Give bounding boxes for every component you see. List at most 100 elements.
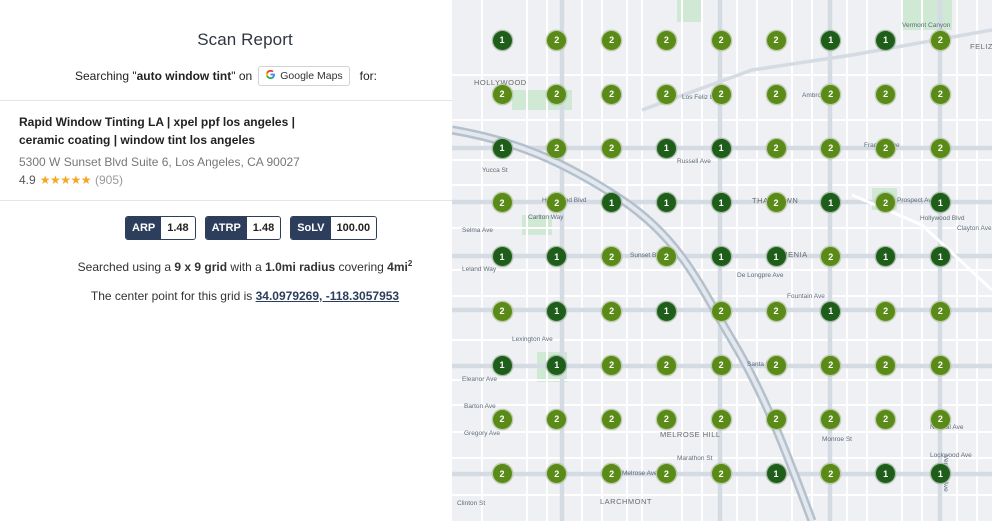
star-rating-icon: ★★★★★ bbox=[39, 173, 92, 187]
rank-pin-r7-c1[interactable]: 1 bbox=[491, 354, 513, 376]
rank-pin-r5-c7[interactable]: 2 bbox=[820, 246, 842, 268]
rank-pin-r4-c1[interactable]: 2 bbox=[491, 192, 513, 214]
rank-pin-r8-c9[interactable]: 2 bbox=[929, 408, 951, 430]
rank-pin-r2-c3[interactable]: 2 bbox=[601, 83, 623, 105]
rank-pin-r6-c2[interactable]: 1 bbox=[546, 300, 568, 322]
rank-pin-r7-c2[interactable]: 1 bbox=[546, 354, 568, 376]
label-leland: Leland Way bbox=[462, 266, 497, 273]
rank-pin-r4-c8[interactable]: 2 bbox=[875, 192, 897, 214]
rank-pin-r1-c8[interactable]: 1 bbox=[875, 29, 897, 51]
rank-pin-r6-c9[interactable]: 2 bbox=[929, 300, 951, 322]
rank-pin-r8-c1[interactable]: 2 bbox=[491, 408, 513, 430]
rank-pin-r4-c6[interactable]: 2 bbox=[765, 192, 787, 214]
rank-pin-r5-c5[interactable]: 1 bbox=[710, 246, 732, 268]
rank-pin-r2-c8[interactable]: 2 bbox=[875, 83, 897, 105]
center-coordinates-link[interactable]: 34.0979269, -118.3057953 bbox=[255, 289, 400, 303]
rank-pin-r6-c4[interactable]: 1 bbox=[655, 300, 677, 322]
rank-pin-r7-c4[interactable]: 2 bbox=[655, 354, 677, 376]
rank-pin-r6-c5[interactable]: 2 bbox=[710, 300, 732, 322]
rank-pin-r8-c7[interactable]: 2 bbox=[820, 408, 842, 430]
rank-pin-r7-c6[interactable]: 2 bbox=[765, 354, 787, 376]
area-hollywood: HOLLYWOOD bbox=[474, 78, 527, 87]
rank-pin-r7-c9[interactable]: 2 bbox=[929, 354, 951, 376]
rank-pin-r9-c7[interactable]: 2 bbox=[820, 463, 842, 485]
rank-pin-r3-c8[interactable]: 2 bbox=[875, 137, 897, 159]
rank-pin-r1-c2[interactable]: 2 bbox=[546, 29, 568, 51]
rank-pin-r1-c3[interactable]: 2 bbox=[601, 29, 623, 51]
rank-pin-r5-c1[interactable]: 1 bbox=[491, 246, 513, 268]
rank-pin-r7-c5[interactable]: 2 bbox=[710, 354, 732, 376]
rank-pin-r9-c6[interactable]: 1 bbox=[765, 463, 787, 485]
rank-pin-r8-c3[interactable]: 2 bbox=[601, 408, 623, 430]
rank-pin-r3-c3[interactable]: 2 bbox=[601, 137, 623, 159]
rank-pin-r8-c6[interactable]: 2 bbox=[765, 408, 787, 430]
rank-pin-r5-c8[interactable]: 1 bbox=[875, 246, 897, 268]
rank-pin-r3-c2[interactable]: 2 bbox=[546, 137, 568, 159]
rank-pin-r8-c4[interactable]: 2 bbox=[655, 408, 677, 430]
metric-atrp-value: 1.48 bbox=[246, 217, 281, 239]
metric-arp: ARP 1.48 bbox=[125, 216, 196, 240]
label-los-feliz: Los Feliz Blvd bbox=[682, 94, 723, 101]
searching-text: Searching "auto window tint" on bbox=[74, 69, 253, 83]
rank-pin-r7-c8[interactable]: 2 bbox=[875, 354, 897, 376]
rank-pin-r8-c2[interactable]: 2 bbox=[546, 408, 568, 430]
rank-pin-r5-c9[interactable]: 1 bbox=[929, 246, 951, 268]
rank-pin-r9-c3[interactable]: 2 bbox=[601, 463, 623, 485]
rank-pin-r1-c7[interactable]: 1 bbox=[820, 29, 842, 51]
report-panel: Scan Report Searching "auto window tint"… bbox=[0, 0, 452, 521]
rank-pin-r4-c2[interactable]: 2 bbox=[546, 192, 568, 214]
rank-pin-r1-c9[interactable]: 2 bbox=[929, 29, 951, 51]
rank-pin-r6-c6[interactable]: 2 bbox=[765, 300, 787, 322]
rank-pin-r9-c5[interactable]: 2 bbox=[710, 463, 732, 485]
rank-pin-r3-c4[interactable]: 1 bbox=[655, 137, 677, 159]
rank-pin-r5-c2[interactable]: 1 bbox=[546, 246, 568, 268]
rank-pin-r7-c7[interactable]: 2 bbox=[820, 354, 842, 376]
rank-pin-r5-c6[interactable]: 1 bbox=[765, 246, 787, 268]
label-eleanor: Eleanor Ave bbox=[462, 376, 497, 383]
rank-pin-r3-c6[interactable]: 2 bbox=[765, 137, 787, 159]
rank-pin-r1-c6[interactable]: 2 bbox=[765, 29, 787, 51]
rank-pin-r3-c1[interactable]: 1 bbox=[491, 137, 513, 159]
rank-pin-r9-c4[interactable]: 2 bbox=[655, 463, 677, 485]
rank-pin-r2-c5[interactable]: 2 bbox=[710, 83, 732, 105]
rank-pin-r6-c8[interactable]: 2 bbox=[875, 300, 897, 322]
rank-pin-r2-c6[interactable]: 2 bbox=[765, 83, 787, 105]
rank-pin-r4-c7[interactable]: 1 bbox=[820, 192, 842, 214]
rank-pin-r2-c2[interactable]: 2 bbox=[546, 83, 568, 105]
rank-pin-r9-c1[interactable]: 2 bbox=[491, 463, 513, 485]
rank-pin-r2-c9[interactable]: 2 bbox=[929, 83, 951, 105]
divider-top bbox=[0, 100, 452, 101]
rank-pin-r1-c4[interactable]: 2 bbox=[655, 29, 677, 51]
rank-pin-r2-c1[interactable]: 2 bbox=[491, 83, 513, 105]
rank-pin-r5-c4[interactable]: 2 bbox=[655, 246, 677, 268]
rank-pin-r4-c9[interactable]: 1 bbox=[929, 192, 951, 214]
rank-pin-r1-c1[interactable]: 1 bbox=[491, 29, 513, 51]
google-maps-badge[interactable]: Google Maps bbox=[258, 66, 350, 86]
rank-pin-r6-c1[interactable]: 2 bbox=[491, 300, 513, 322]
rank-pin-r3-c7[interactable]: 2 bbox=[820, 137, 842, 159]
label-monroe: Monroe St bbox=[822, 436, 852, 443]
rank-pin-r3-c9[interactable]: 2 bbox=[929, 137, 951, 159]
rank-pin-r9-c2[interactable]: 2 bbox=[546, 463, 568, 485]
rank-pin-r4-c4[interactable]: 1 bbox=[655, 192, 677, 214]
rank-pin-r4-c5[interactable]: 1 bbox=[710, 192, 732, 214]
rank-pin-r6-c3[interactable]: 2 bbox=[601, 300, 623, 322]
rank-pin-r1-c5[interactable]: 2 bbox=[710, 29, 732, 51]
rank-pin-r2-c7[interactable]: 2 bbox=[820, 83, 842, 105]
metrics-row: ARP 1.48 ATRP 1.48 SoLV 100.00 bbox=[125, 216, 378, 240]
rank-pin-r3-c5[interactable]: 1 bbox=[710, 137, 732, 159]
metric-solv-label: SoLV bbox=[291, 217, 331, 239]
rank-pin-r4-c3[interactable]: 1 bbox=[601, 192, 623, 214]
rank-pin-r8-c8[interactable]: 2 bbox=[875, 408, 897, 430]
rank-pin-r9-c9[interactable]: 1 bbox=[929, 463, 951, 485]
rank-pin-r9-c8[interactable]: 1 bbox=[875, 463, 897, 485]
rank-pin-r8-c5[interactable]: 2 bbox=[710, 408, 732, 430]
rank-pin-r5-c3[interactable]: 2 bbox=[601, 246, 623, 268]
label-fountain: Fountain Ave bbox=[787, 293, 825, 300]
rank-pin-r6-c7[interactable]: 1 bbox=[820, 300, 842, 322]
rank-pin-r7-c3[interactable]: 2 bbox=[601, 354, 623, 376]
label-vermont-canyon: Vermont Canyon bbox=[902, 22, 951, 29]
grid-info: Searched using a 9 x 9 grid with a 1.0mi… bbox=[77, 259, 413, 274]
rank-pin-r2-c4[interactable]: 2 bbox=[655, 83, 677, 105]
